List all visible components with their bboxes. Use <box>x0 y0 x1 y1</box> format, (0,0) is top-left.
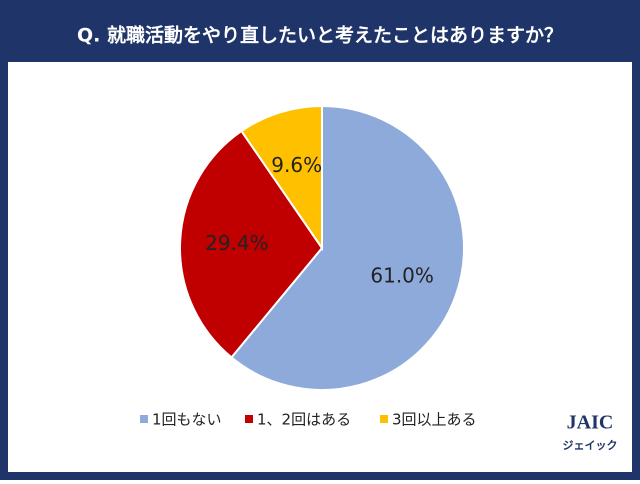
logo-text: JAIC <box>567 412 614 434</box>
legend-marker <box>140 415 148 423</box>
data-label: 61.0% <box>370 263 434 287</box>
pie-slice <box>230 104 465 391</box>
data-label: 29.4% <box>205 231 269 255</box>
legend-label: 1回もない <box>152 411 222 429</box>
data-label: 9.6% <box>271 153 322 177</box>
legend-marker <box>380 415 388 423</box>
pie-slice <box>179 129 324 359</box>
chart-title: Q. 就職活動をやり直したいと考えたことはありますか？ <box>77 24 563 47</box>
legend-label: 3回以上ある <box>392 411 477 429</box>
legend-label: 1、2回はある <box>257 411 351 429</box>
legend-marker <box>245 415 253 423</box>
pie-slice <box>240 104 323 252</box>
logo-subtext: ジェイック <box>563 439 618 452</box>
